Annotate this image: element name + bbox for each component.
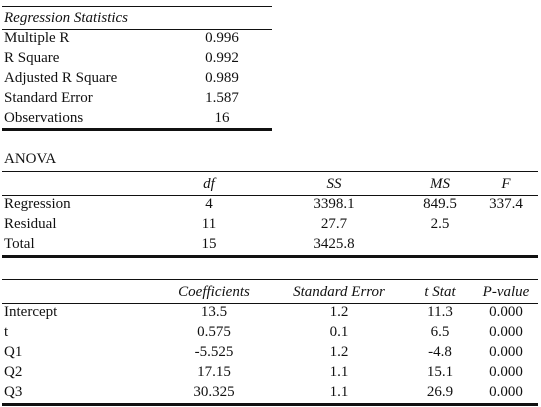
anova-top-rule [2,171,538,172]
anova-label: Total [4,236,35,252]
coef-p: 0.000 [489,344,523,360]
anova-ms [404,234,476,254]
anova-ms: 2.5 [430,216,450,232]
anova-ss: 27.7 [320,216,348,232]
anova-header-f: F [501,176,511,192]
coef-p: 0.000 [489,304,523,320]
table-row: Standard Error 1.587 [4,88,270,108]
coef-t: 26.9 [426,384,454,400]
anova-table: df SS MS F Regression 4 3398.1 849.5 337… [4,174,536,254]
coef-value: 30.325 [193,384,235,400]
anova-title: ANOVA [4,151,57,167]
coef-p: 0.000 [489,324,523,340]
anova-ss: 3425.8 [313,236,355,252]
table-row: Observations 16 [4,108,270,128]
coef-value: 17.15 [197,364,231,380]
coef-t: 15.1 [426,364,454,380]
coef-header-blank [4,282,154,302]
regstats-label: Standard Error [4,90,93,106]
coef-value: 13.5 [200,304,228,320]
anova-f [476,214,536,234]
regstats-top-rule [2,6,272,7]
coef-t: 11.3 [427,304,453,320]
table-row: Q1 -5.525 1.2 -4.8 0.000 [4,342,536,362]
anova-f [476,234,536,254]
anova-header-df: df [203,176,215,192]
coef-header-row: Coefficients Standard Error t Stat P-val… [4,282,536,302]
coef-table: Coefficients Standard Error t Stat P-val… [4,282,536,402]
regstats-label: Observations [4,110,84,126]
table-row: t 0.575 0.1 6.5 0.000 [4,322,536,342]
coef-se: 0.1 [329,324,349,340]
anova-f: 337.4 [489,196,523,212]
anova-header-row: df SS MS F [4,174,536,194]
coef-se: 1.2 [329,304,349,320]
coef-header-standard-error: Standard Error [293,284,385,300]
coef-label: Q2 [4,364,23,380]
anova-header-rule [2,195,538,196]
anova-header-blank [4,174,154,194]
anova-df: 4 [205,196,213,212]
regstats-bottom-rule [2,128,272,131]
coef-p: 0.000 [489,364,523,380]
table-row: Q3 30.325 1.1 26.9 0.000 [4,382,536,402]
table-row: R Square 0.992 [4,48,270,68]
table-row: Residual 11 27.7 2.5 [4,214,536,234]
coef-top-rule [2,279,538,280]
coef-bottom-rule [2,403,538,406]
coef-t: -4.8 [428,344,452,360]
anova-bottom-rule [2,255,538,258]
coef-label: t [4,324,9,340]
regstats-header-rule [2,29,272,30]
regstats-value: 1.587 [205,90,239,106]
coef-header-p-value: P-value [482,284,530,300]
coef-label: Q3 [4,384,23,400]
anova-label: Residual [4,216,57,232]
table-row: Adjusted R Square 0.989 [4,68,270,88]
regstats-label: Adjusted R Square [4,70,118,86]
table-row: Regression 4 3398.1 849.5 337.4 [4,194,536,214]
regstats-value: 16 [214,110,230,126]
table-row: Q2 17.15 1.1 15.1 0.000 [4,362,536,382]
anova-ms: 849.5 [423,196,457,212]
regstats-label: Multiple R [4,30,70,46]
table-row: Multiple R 0.996 [4,28,270,48]
coef-label: Intercept [4,304,58,320]
coef-value: 0.575 [197,324,231,340]
regstats-value: 0.992 [205,50,239,66]
coef-label: Q1 [4,344,23,360]
table-row: Intercept 13.5 1.2 11.3 0.000 [4,302,536,322]
coef-value: -5.525 [194,344,234,360]
regstats-value: 0.996 [205,30,239,46]
coef-p: 0.000 [489,384,523,400]
coef-t: 6.5 [430,324,450,340]
anova-header-ms: MS [430,176,450,192]
coef-header-t-stat: t Stat [424,284,456,300]
anova-df: 11 [201,216,217,232]
anova-ss: 3398.1 [313,196,355,212]
regstats-title: Regression Statistics [4,10,129,26]
anova-label: Regression [4,196,71,212]
coef-se: 1.2 [329,344,349,360]
coef-se: 1.1 [329,384,349,400]
regstats-value: 0.989 [205,70,239,86]
table-row: Total 15 3425.8 [4,234,536,254]
regstats-table: Multiple R 0.996 R Square 0.992 Adjusted… [4,28,270,128]
coef-se: 1.1 [329,364,349,380]
anova-df: 15 [201,236,217,252]
coef-header-rule [2,303,538,304]
regstats-label: R Square [4,50,60,66]
anova-header-ss: SS [326,176,342,192]
coef-header-coefficients: Coefficients [178,284,250,300]
